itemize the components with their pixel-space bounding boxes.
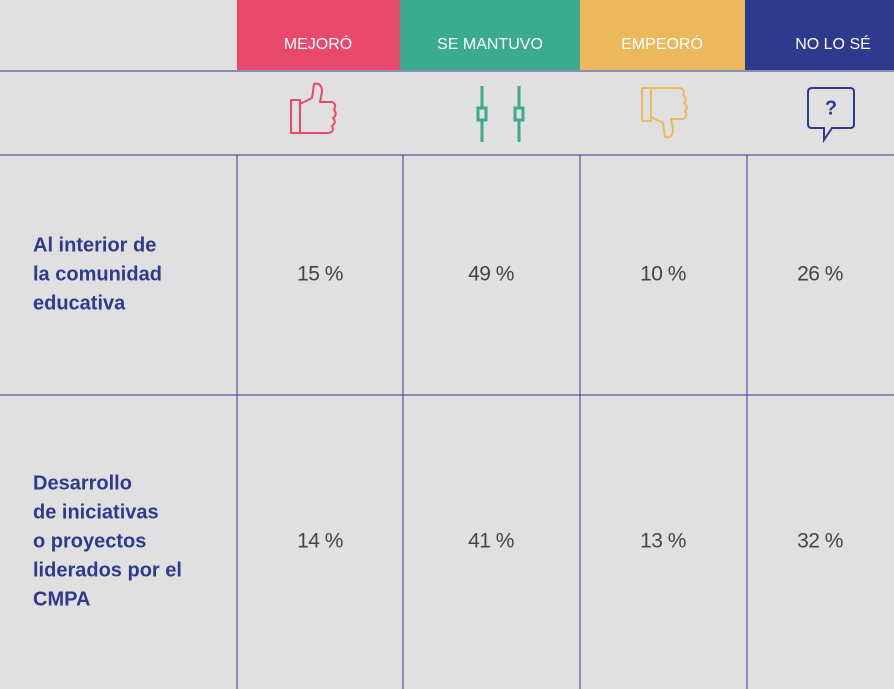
row-label: o proyectos [33, 530, 146, 552]
row-label: educativa [33, 292, 126, 314]
row-label: de iniciativas [33, 501, 159, 523]
cell-value: 15 % [297, 263, 343, 286]
cell-value: 14 % [297, 530, 343, 553]
thumbs-up-icon [290, 82, 337, 134]
thumbs-down-icon [641, 87, 688, 139]
icon-text: ? [825, 97, 837, 119]
row-label: Desarrollo [33, 472, 132, 494]
header-cell [237, 0, 400, 70]
column-header: EMPEORÓ [621, 34, 703, 53]
cell-value: 26 % [797, 263, 843, 286]
row-label: CMPA [33, 588, 90, 610]
header-cell [745, 0, 894, 70]
cell-value: 13 % [640, 530, 686, 553]
row-label: la comunidad [33, 263, 162, 285]
row-label: liderados por el [33, 559, 182, 581]
column-header: SE MANTUVO [437, 36, 543, 53]
row-label: Al interior de [33, 234, 156, 256]
cell-value: 49 % [468, 263, 514, 286]
header-cell [400, 0, 580, 70]
sliders-icon [476, 86, 525, 142]
header-cell [580, 0, 745, 70]
column-header: NO LO SÉ [795, 34, 871, 53]
question-bubble-icon: ? [807, 87, 855, 144]
cell-value: 32 % [797, 530, 843, 553]
column-header: MEJORÓ [284, 34, 352, 53]
cell-value: 41 % [468, 530, 514, 553]
cell-value: 10 % [640, 263, 686, 286]
